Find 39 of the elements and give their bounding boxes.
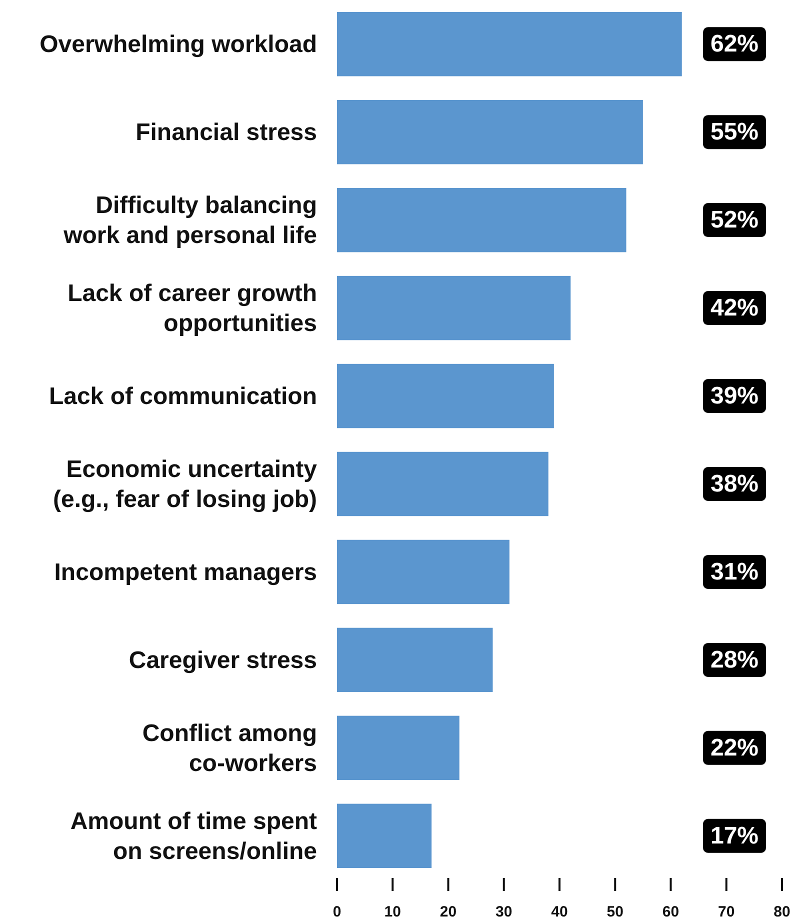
data-label: 52%	[710, 206, 759, 234]
y-tick-label: Difficulty balancing work and personal life	[62, 192, 317, 249]
y-tick-label: Lack of communication	[48, 382, 317, 410]
data-label: 22%	[710, 734, 759, 762]
y-tick-label: Conflict among co-workers	[142, 719, 317, 776]
data-label: 62%	[710, 30, 759, 58]
data-label: 31%	[710, 558, 759, 586]
x-tick-label: 60	[662, 904, 680, 919]
x-tick-label: 70	[718, 904, 735, 919]
x-tick-label: 80	[774, 904, 790, 919]
data-label: 39%	[710, 382, 759, 410]
bar	[337, 364, 554, 428]
x-tick-label: 0	[332, 904, 342, 919]
x-tick-label: 50	[606, 904, 624, 919]
bar	[337, 100, 643, 164]
y-tick-label: Amount of time spent on screens/online	[70, 807, 318, 864]
x-tick-label: 40	[551, 904, 568, 919]
bar	[337, 540, 510, 604]
x-tick-label: 30	[496, 904, 512, 919]
y-tick-label: Caregiver stress	[128, 646, 317, 674]
data-label: 38%	[710, 470, 759, 498]
y-tick-label: Lack of career growth opportunities	[68, 280, 317, 337]
y-tick-label: Overwhelming workload	[40, 30, 317, 58]
y-tick-label: Economic uncertainty (e.g., fear of losing job)	[53, 455, 318, 512]
y-tick-label: Incompetent managers	[54, 558, 317, 586]
bar	[337, 276, 571, 340]
y-tick-label: Financial stress	[136, 118, 317, 146]
data-label: 28%	[710, 646, 759, 674]
bar	[337, 188, 626, 252]
data-label: 55%	[710, 118, 759, 146]
bar	[337, 628, 493, 692]
data-label: 42%	[710, 294, 759, 322]
bar	[337, 716, 460, 780]
x-tick-label: 10	[384, 904, 401, 919]
bar	[337, 804, 432, 868]
bar	[337, 12, 682, 76]
data-label: 17%	[710, 822, 759, 850]
bar	[337, 452, 548, 516]
x-tick-label: 20	[440, 904, 457, 919]
